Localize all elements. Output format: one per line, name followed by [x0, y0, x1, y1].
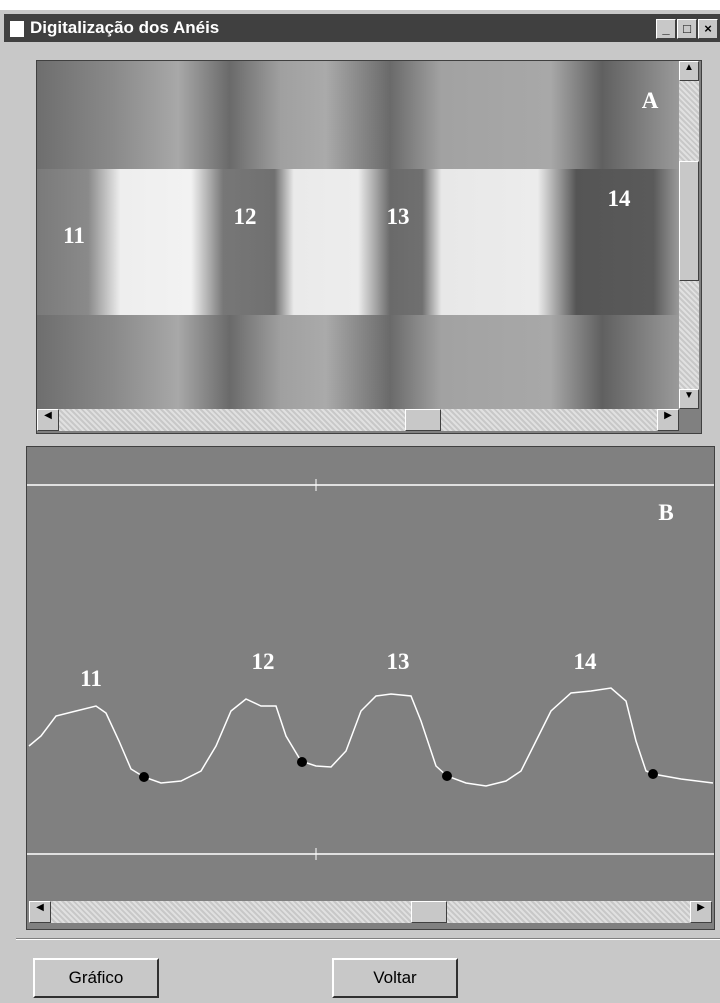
horizontal-scrollbar[interactable]: ◀ ▶ — [29, 901, 712, 923]
ring-label: 12 — [233, 204, 257, 229]
panel-label: A — [641, 88, 659, 113]
ring-label: 11 — [63, 223, 85, 248]
maximize-button[interactable]: □ — [677, 19, 697, 39]
scan-band — [37, 169, 679, 315]
ring-label: 11 — [80, 666, 102, 691]
ring-label: 14 — [607, 186, 631, 211]
density-profile — [28, 687, 714, 787]
scroll-down[interactable]: ▼ — [679, 389, 699, 409]
ring-label: 13 — [386, 649, 410, 674]
back-button[interactable]: Voltar — [332, 958, 458, 998]
scroll-left[interactable]: ◀ — [37, 409, 59, 431]
ring-label: 13 — [386, 204, 410, 229]
window: Digitalização dos Anéis _ □ × A 11 12 13… — [0, 10, 720, 1003]
scroll-thumb[interactable] — [679, 161, 699, 281]
window-title: Digitalização dos Anéis — [30, 18, 220, 37]
vertical-scrollbar[interactable]: ▲ ▼ — [679, 61, 699, 409]
profile-graph — [27, 479, 714, 860]
separator — [16, 938, 720, 940]
boundary-point — [648, 769, 658, 779]
ring-label: 14 — [573, 649, 597, 674]
scroll-thumb[interactable] — [405, 409, 441, 431]
scroll-left[interactable]: ◀ — [29, 901, 51, 923]
horizontal-scrollbar[interactable]: ◀ ▶ — [37, 409, 679, 431]
ring-label: 12 — [251, 649, 275, 674]
scroll-right[interactable]: ▶ — [690, 901, 712, 923]
close-button[interactable]: × — [698, 19, 718, 39]
minimize-button[interactable]: _ — [656, 19, 676, 39]
panel-label: B — [658, 500, 674, 525]
profile-panel: B 11 12 13 14 ◀ ▶ — [26, 446, 715, 930]
app-icon — [10, 20, 24, 37]
scroll-thumb[interactable] — [411, 901, 447, 923]
boundary-point — [442, 771, 452, 781]
boundary-point — [297, 757, 307, 767]
title-bar: Digitalização dos Anéis _ □ × — [4, 14, 720, 42]
graph-button[interactable]: Gráfico — [33, 958, 159, 998]
scroll-right[interactable]: ▶ — [657, 409, 679, 431]
scroll-up[interactable]: ▲ — [679, 61, 699, 81]
boundary-point — [139, 772, 149, 782]
image-panel: A 11 12 13 14 ▲ ▼ ◀ ▶ — [36, 60, 702, 434]
